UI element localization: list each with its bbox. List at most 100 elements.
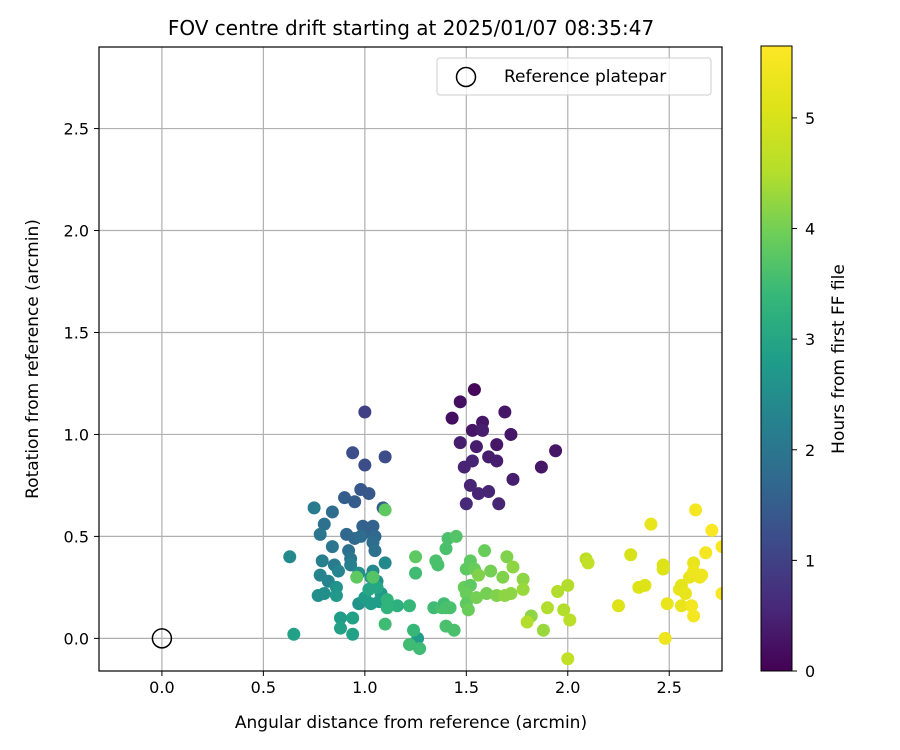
scatter-point xyxy=(516,582,530,596)
scatter-point xyxy=(348,495,362,509)
grid xyxy=(99,47,722,671)
scatter-point xyxy=(333,611,347,625)
scatter-point xyxy=(325,540,339,554)
scatter-point xyxy=(463,478,477,492)
legend: Reference platepar xyxy=(436,57,712,96)
scatter-point xyxy=(413,642,427,656)
scatter-point xyxy=(496,570,510,584)
scatter-point xyxy=(315,554,329,568)
scatter-point xyxy=(490,438,504,452)
colorbar-tick-label: 4 xyxy=(805,220,815,239)
scatter-point xyxy=(658,631,672,645)
scatter-point xyxy=(354,529,368,543)
scatter-point xyxy=(674,599,688,613)
scatter-point xyxy=(498,405,512,419)
scatter-point xyxy=(689,503,703,517)
scatter-point xyxy=(490,454,504,468)
scatter-point xyxy=(283,550,297,564)
reference-marker xyxy=(151,628,173,649)
scatter-point xyxy=(540,601,554,615)
y-tick-label: 2.0 xyxy=(64,222,89,241)
scatter-point xyxy=(715,540,722,554)
scatter-point xyxy=(685,599,699,613)
scatter-point xyxy=(638,578,652,592)
colorbar-label: Hours from first FF file xyxy=(829,264,849,454)
x-tick-label: 2.0 xyxy=(555,678,580,697)
x-tick-label: 0.5 xyxy=(251,678,276,697)
scatter-point xyxy=(561,652,575,666)
scatter-point xyxy=(715,587,722,601)
scatter-point xyxy=(467,383,481,397)
plot-frame xyxy=(98,46,723,672)
scatter-point xyxy=(644,517,658,531)
scatter-point xyxy=(459,497,473,511)
y-tick-label: 2.5 xyxy=(64,120,89,139)
scatter-point xyxy=(506,472,520,486)
scatter-point xyxy=(287,627,301,641)
y-tick-label: 1.0 xyxy=(64,425,89,444)
scatter-point xyxy=(346,611,360,625)
y-axis: 0.0 0.5 1.0 1.5 2.0 2.5 xyxy=(64,120,99,648)
scatter-point xyxy=(311,589,325,603)
scatter-point xyxy=(390,599,404,613)
scatter-point xyxy=(402,637,416,651)
scatter-point xyxy=(317,517,331,531)
scatter-point xyxy=(449,529,463,543)
scatter-point xyxy=(346,446,360,460)
scatter-point xyxy=(329,589,343,603)
scatter-point xyxy=(378,556,392,570)
scatter-points xyxy=(283,383,722,666)
scatter-point xyxy=(362,487,376,501)
legend-box xyxy=(436,57,712,96)
colorbar-tick-label: 3 xyxy=(805,330,815,349)
x-axis: 0.0 0.5 1.0 1.5 2.0 2.5 xyxy=(149,671,682,697)
scatter-point xyxy=(504,427,518,441)
scatter-point xyxy=(656,558,670,572)
scatter-point xyxy=(549,444,563,458)
scatter-point xyxy=(459,587,473,601)
scatter-point xyxy=(346,627,360,641)
scatter-point xyxy=(500,550,514,564)
colorbar-tick-label: 0 xyxy=(805,662,815,681)
y-axis-label: Rotation from reference (arcmin) xyxy=(23,219,43,499)
scatter-point xyxy=(534,460,548,474)
scatter-point xyxy=(378,450,392,464)
scatter-point xyxy=(350,570,364,584)
scatter-point xyxy=(557,603,571,617)
scatter-point xyxy=(380,601,394,615)
scatter-point xyxy=(313,527,327,541)
scatter-point xyxy=(443,601,457,615)
legend-marker-icon xyxy=(455,66,477,88)
scatter-point xyxy=(457,460,471,474)
scatter-point xyxy=(504,587,518,601)
scatter-point xyxy=(431,558,445,572)
scatter-point xyxy=(378,617,392,631)
scatter-point xyxy=(506,560,520,574)
scatter-point xyxy=(453,395,467,409)
scatter-point xyxy=(409,550,423,564)
scatter-point xyxy=(687,609,701,623)
y-tick-label: 0.5 xyxy=(64,527,89,546)
scatter-point xyxy=(447,623,461,637)
y-tick-label: 1.5 xyxy=(64,323,89,342)
scatter-point xyxy=(476,423,490,437)
scatter-point xyxy=(368,544,382,558)
colorbar xyxy=(760,45,793,672)
scatter-point xyxy=(699,546,713,560)
scatter-point xyxy=(624,548,638,562)
scatter-point xyxy=(480,587,494,601)
scatter-point xyxy=(536,623,550,637)
scatter-point xyxy=(407,623,421,637)
scatter-point xyxy=(678,587,692,601)
scatter-point xyxy=(484,564,498,578)
scatter-point xyxy=(478,544,492,558)
legend-label: Reference platepar xyxy=(504,67,666,87)
scatter-point xyxy=(453,436,467,450)
scatter-point xyxy=(612,599,626,613)
scatter-point xyxy=(581,556,595,570)
scatter-point xyxy=(338,491,352,505)
scatter-point xyxy=(471,487,485,501)
scatter-point xyxy=(563,613,577,627)
scatter-point xyxy=(492,497,506,511)
